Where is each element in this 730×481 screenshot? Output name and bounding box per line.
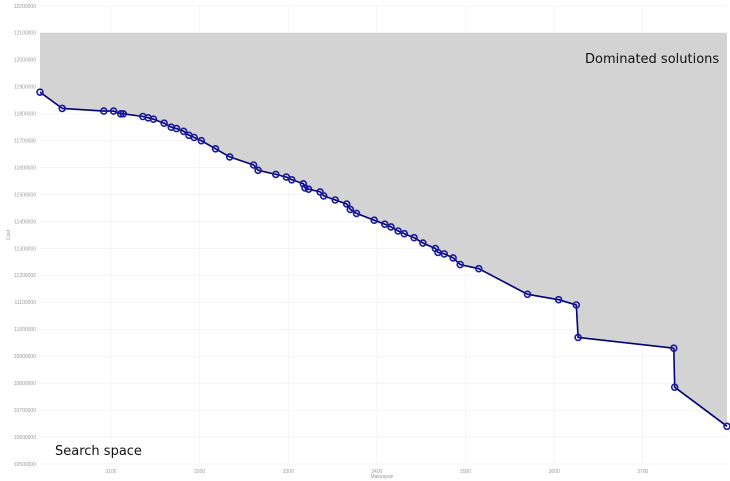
x-axis: 3100 3200 3300 3400 3500 3600 3700 [105,469,648,475]
pareto-point [179,127,188,136]
y-tick-label: 11100000 [14,300,36,306]
y-tick-label: 10900000 [14,354,36,360]
pareto-point [394,227,402,235]
pareto-point [669,344,678,353]
pareto-point [456,260,465,269]
y-tick-label: 11200000 [14,273,36,279]
pareto-point [249,161,258,169]
pareto-point [287,176,296,184]
pareto-point [400,229,409,238]
y-tick-label: 11800000 [14,112,36,118]
pareto-point [554,295,563,304]
pareto-point [254,166,262,175]
pareto-point [319,192,328,200]
pareto-point [109,107,118,115]
pareto-point [449,254,457,262]
pareto-point [410,233,418,242]
y-tick-label: 11500000 [14,192,36,198]
pareto-point [380,220,389,228]
pareto-point [304,185,313,193]
pareto-point [474,264,483,273]
pareto-points [36,88,730,431]
pareto-point [271,170,280,179]
pareto-point [387,223,395,231]
pareto-point [301,184,309,192]
y-axis-title: Cost [6,229,12,240]
y-tick-label: 10600000 [14,435,36,441]
y-tick-label: 10700000 [14,408,36,414]
y-axis: 10500000 10600000 10700000 10800000 10900000… [14,4,36,468]
x-tick-label: 3500 [460,469,471,475]
pareto-point [172,124,181,133]
search-space-label: Search space [55,444,142,459]
pareto-point [346,205,355,214]
dominated-region [40,32,727,427]
y-tick-label: 12000000 [14,58,36,64]
pareto-point [116,110,125,118]
y-tick-label: 11400000 [14,219,36,225]
pareto-point [58,104,67,113]
y-tick-label: 11700000 [14,139,36,145]
pareto-point [572,301,581,309]
pareto-point [149,115,158,123]
pareto-point [352,209,361,218]
pareto-point [370,216,379,224]
pareto-point [331,196,340,204]
pareto-point [342,200,351,208]
y-tick-label: 10800000 [14,381,36,387]
y-tick-label: 11600000 [14,165,36,171]
pareto-front-line [39,91,728,427]
x-tick-label: 3600 [549,469,560,475]
y-tick-label: 11300000 [14,246,36,252]
y-tick-label: 12200000 [14,4,36,10]
pareto-point [197,136,206,145]
pareto-point [419,239,427,247]
x-axis-title: Makespan [370,474,393,480]
y-tick-label: 12100000 [14,31,36,37]
pareto-point [670,383,679,392]
pareto-point [100,107,108,115]
x-tick-label: 3700 [637,469,648,475]
pareto-point [160,119,168,127]
pareto-point [36,88,44,96]
y-tick-label: 11000000 [14,327,36,333]
x-tick-label: 3300 [283,469,294,475]
x-tick-label: 3400 [371,469,382,475]
pareto-point [523,290,532,299]
pareto-point [299,180,308,188]
y-tick-label: 10500000 [14,462,36,468]
pareto-point [574,333,582,342]
pareto-point [119,110,128,118]
pareto-point [440,250,449,258]
pareto-point [225,153,234,161]
dominated-solutions-label: Dominated solutions [585,52,719,67]
pareto-point [723,422,730,431]
x-tick-label: 3100 [105,469,116,475]
pareto-point [190,133,198,142]
y-tick-label: 11900000 [14,85,36,91]
pareto-point [211,145,220,153]
x-tick-label: 3200 [194,469,205,475]
